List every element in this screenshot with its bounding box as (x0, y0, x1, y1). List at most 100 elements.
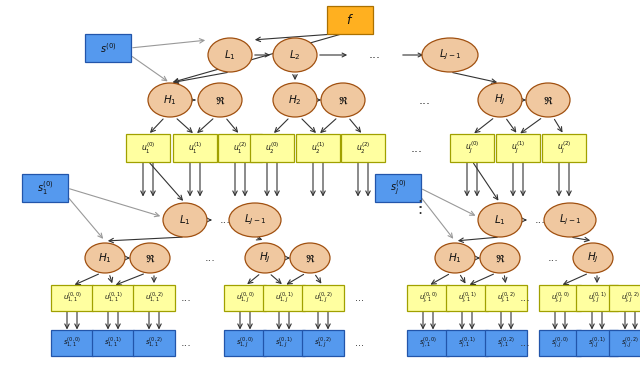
Ellipse shape (163, 203, 207, 237)
Text: $L_1$: $L_1$ (494, 213, 506, 227)
Ellipse shape (321, 83, 365, 117)
FancyBboxPatch shape (542, 134, 586, 162)
Text: $\mathfrak{R}$: $\mathfrak{R}$ (543, 94, 553, 106)
FancyBboxPatch shape (51, 285, 93, 311)
Text: $u_2^{(2)}$: $u_2^{(2)}$ (356, 140, 370, 156)
Ellipse shape (273, 83, 317, 117)
Text: $s_{1,1}^{(0,1)}$: $s_{1,1}^{(0,1)}$ (104, 336, 122, 350)
Text: $u_{1,1}^{(0,1)}$: $u_{1,1}^{(0,1)}$ (104, 291, 122, 305)
Text: ...: ... (534, 215, 545, 225)
FancyBboxPatch shape (485, 330, 527, 356)
FancyBboxPatch shape (375, 174, 421, 202)
Text: $u_{1,J}^{(0,0)}$: $u_{1,J}^{(0,0)}$ (236, 290, 255, 306)
Ellipse shape (480, 243, 520, 273)
Text: $u_1^{(0)}$: $u_1^{(0)}$ (141, 140, 155, 156)
Ellipse shape (229, 203, 281, 237)
Text: $s_{1,J}^{(0,0)}$: $s_{1,J}^{(0,0)}$ (236, 335, 254, 351)
FancyBboxPatch shape (263, 285, 305, 311)
Text: ...: ... (355, 338, 365, 348)
FancyBboxPatch shape (609, 330, 640, 356)
FancyBboxPatch shape (51, 330, 93, 356)
FancyBboxPatch shape (92, 285, 134, 311)
Text: $u_{j,1}^{(0,0)}$: $u_{j,1}^{(0,0)}$ (419, 290, 438, 306)
Text: $u_{1,1}^{(0,2)}$: $u_{1,1}^{(0,2)}$ (145, 291, 163, 305)
FancyBboxPatch shape (302, 285, 344, 311)
FancyBboxPatch shape (92, 330, 134, 356)
Text: ...: ... (180, 293, 191, 303)
Text: $u_J^{(0)}$: $u_J^{(0)}$ (465, 140, 479, 156)
Text: $u_2^{(1)}$: $u_2^{(1)}$ (311, 140, 325, 156)
Text: $H_J$: $H_J$ (587, 251, 599, 265)
FancyBboxPatch shape (250, 134, 294, 162)
Text: $u_{1,J}^{(0,2)}$: $u_{1,J}^{(0,2)}$ (314, 290, 332, 306)
Text: $H_2$: $H_2$ (288, 93, 302, 107)
Text: $L_1$: $L_1$ (179, 213, 191, 227)
Text: $f$: $f$ (346, 13, 354, 27)
Ellipse shape (85, 243, 125, 273)
Ellipse shape (290, 243, 330, 273)
Text: $\mathfrak{R}$: $\mathfrak{R}$ (145, 252, 156, 264)
FancyBboxPatch shape (173, 134, 217, 162)
Text: $\mathfrak{R}$: $\mathfrak{R}$ (338, 94, 348, 106)
Text: :: : (417, 203, 422, 217)
Text: $u_J^{(2)}$: $u_J^{(2)}$ (557, 140, 571, 156)
Text: $s_{j,1}^{(0,2)}$: $s_{j,1}^{(0,2)}$ (497, 335, 515, 351)
Text: $H_1$: $H_1$ (163, 93, 177, 107)
Text: $H_J$: $H_J$ (494, 93, 506, 107)
Ellipse shape (435, 243, 475, 273)
Text: $s_{1,J}^{(0,2)}$: $s_{1,J}^{(0,2)}$ (314, 335, 332, 351)
Text: ...: ... (205, 253, 216, 263)
FancyBboxPatch shape (576, 285, 618, 311)
Text: $H_1$: $H_1$ (98, 251, 112, 265)
Text: ...: ... (419, 93, 431, 106)
Ellipse shape (478, 203, 522, 237)
FancyBboxPatch shape (576, 330, 618, 356)
FancyBboxPatch shape (539, 285, 581, 311)
FancyBboxPatch shape (263, 330, 305, 356)
FancyBboxPatch shape (341, 134, 385, 162)
Ellipse shape (573, 243, 613, 273)
Text: $L_{j-1}$: $L_{j-1}$ (559, 213, 581, 227)
Text: $H_J$: $H_J$ (259, 251, 271, 265)
Ellipse shape (245, 243, 285, 273)
FancyBboxPatch shape (133, 330, 175, 356)
Text: ...: ... (355, 293, 365, 303)
Text: $s_{1,1}^{(0,0)}$: $s_{1,1}^{(0,0)}$ (63, 336, 81, 350)
Text: $L_2$: $L_2$ (289, 48, 301, 62)
FancyBboxPatch shape (224, 330, 266, 356)
Text: $u_{1,1}^{(0,0)}$: $u_{1,1}^{(0,0)}$ (63, 291, 81, 305)
Text: $H_1$: $H_1$ (448, 251, 462, 265)
Ellipse shape (273, 38, 317, 72)
Ellipse shape (422, 38, 478, 72)
Text: $\mathfrak{R}$: $\mathfrak{R}$ (215, 94, 225, 106)
Ellipse shape (526, 83, 570, 117)
Text: $u_{1,J}^{(0,1)}$: $u_{1,J}^{(0,1)}$ (275, 290, 294, 306)
FancyBboxPatch shape (224, 285, 266, 311)
FancyBboxPatch shape (539, 330, 581, 356)
Ellipse shape (478, 83, 522, 117)
Ellipse shape (148, 83, 192, 117)
FancyBboxPatch shape (407, 330, 449, 356)
Text: $u_{j,J}^{(0,2)}$: $u_{j,J}^{(0,2)}$ (621, 290, 639, 306)
FancyBboxPatch shape (302, 330, 344, 356)
Text: $s_{j,J}^{(0,0)}$: $s_{j,J}^{(0,0)}$ (551, 335, 569, 351)
Text: $s_j^{(0)}$: $s_j^{(0)}$ (390, 179, 406, 197)
Text: ...: ... (520, 338, 531, 348)
Text: $\mathfrak{R}$: $\mathfrak{R}$ (495, 252, 505, 264)
Text: $u_{j,1}^{(0,2)}$: $u_{j,1}^{(0,2)}$ (497, 290, 515, 306)
FancyBboxPatch shape (446, 285, 488, 311)
Text: $u_2^{(0)}$: $u_2^{(0)}$ (265, 140, 279, 156)
Ellipse shape (198, 83, 242, 117)
FancyBboxPatch shape (327, 6, 373, 34)
Text: $u_J^{(1)}$: $u_J^{(1)}$ (511, 140, 525, 156)
Text: ...: ... (369, 48, 381, 61)
FancyBboxPatch shape (450, 134, 494, 162)
FancyBboxPatch shape (496, 134, 540, 162)
Text: ...: ... (411, 142, 423, 154)
Ellipse shape (544, 203, 596, 237)
Ellipse shape (208, 38, 252, 72)
Text: $s_{j,J}^{(0,1)}$: $s_{j,J}^{(0,1)}$ (588, 335, 606, 351)
FancyBboxPatch shape (609, 285, 640, 311)
Text: $s_{j,1}^{(0,1)}$: $s_{j,1}^{(0,1)}$ (458, 335, 476, 351)
Text: $s_1^{(0)}$: $s_1^{(0)}$ (36, 179, 53, 197)
